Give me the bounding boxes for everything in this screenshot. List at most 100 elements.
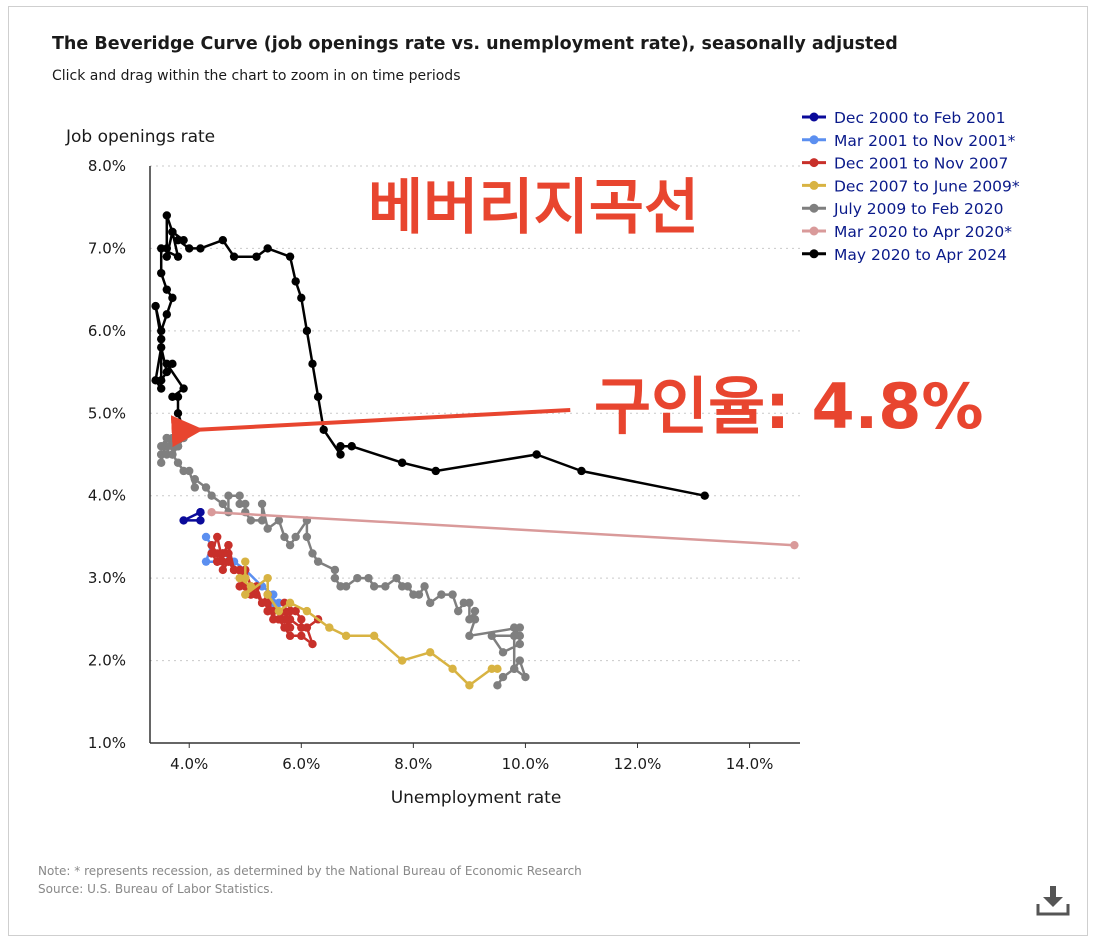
data-point[interactable] [207, 508, 216, 517]
data-point[interactable] [510, 631, 519, 641]
data-point[interactable] [498, 672, 508, 682]
data-point[interactable] [280, 623, 289, 632]
data-point[interactable] [241, 557, 250, 566]
series-group[interactable] [157, 425, 530, 690]
data-point[interactable] [319, 425, 328, 434]
data-point[interactable] [313, 557, 323, 566]
data-point[interactable] [162, 252, 172, 261]
data-point[interactable] [246, 582, 256, 591]
data-point[interactable] [420, 582, 429, 591]
legend-item[interactable]: Mar 2020 to Apr 2020* [802, 223, 1012, 241]
data-point[interactable] [207, 540, 216, 550]
data-point[interactable] [229, 565, 239, 575]
data-point[interactable] [369, 631, 379, 641]
data-point[interactable] [336, 442, 345, 451]
data-point[interactable] [325, 623, 334, 632]
data-point[interactable] [185, 244, 194, 253]
data-point[interactable] [308, 639, 317, 649]
data-point[interactable] [162, 359, 172, 369]
data-point[interactable] [274, 606, 284, 616]
data-point[interactable] [218, 565, 228, 575]
data-point[interactable] [257, 499, 267, 509]
data-point[interactable] [448, 664, 457, 674]
data-point[interactable] [409, 590, 418, 599]
data-point[interactable] [252, 590, 261, 599]
data-point[interactable] [470, 606, 480, 616]
data-point[interactable] [173, 409, 183, 418]
data-point[interactable] [274, 615, 284, 624]
data-point[interactable] [224, 549, 233, 558]
data-point[interactable] [190, 475, 200, 484]
data-point[interactable] [157, 244, 166, 253]
data-point[interactable] [397, 458, 407, 467]
data-point[interactable] [224, 491, 233, 500]
data-point[interactable] [302, 606, 312, 616]
data-point[interactable] [157, 458, 166, 467]
data-point[interactable] [330, 573, 340, 583]
data-point[interactable] [308, 549, 317, 558]
data-point[interactable] [336, 450, 345, 459]
data-point[interactable] [280, 532, 289, 542]
data-point[interactable] [790, 540, 799, 550]
data-point[interactable] [297, 631, 306, 641]
data-point[interactable] [336, 582, 345, 591]
data-point[interactable] [218, 235, 228, 245]
data-point[interactable] [381, 582, 390, 591]
data-point[interactable] [285, 540, 295, 550]
data-point[interactable] [151, 301, 160, 311]
data-point[interactable] [308, 359, 317, 369]
legend-item[interactable]: Dec 2001 to Nov 2007 [802, 155, 1008, 173]
data-point[interactable] [577, 466, 586, 476]
data-point[interactable] [302, 326, 312, 336]
legend-item[interactable]: Dec 2000 to Feb 2001 [802, 109, 1006, 127]
data-point[interactable] [190, 483, 200, 492]
data-point[interactable] [431, 466, 440, 476]
data-point[interactable] [201, 557, 211, 566]
data-point[interactable] [291, 532, 300, 542]
data-point[interactable] [465, 615, 474, 624]
data-point[interactable] [196, 516, 205, 525]
data-point[interactable] [397, 582, 407, 591]
data-point[interactable] [235, 582, 244, 591]
data-point[interactable] [196, 244, 205, 253]
data-point[interactable] [392, 573, 401, 583]
data-point[interactable] [459, 598, 468, 608]
data-point[interactable] [179, 425, 188, 434]
data-point[interactable] [157, 442, 166, 451]
data-point[interactable] [347, 442, 356, 451]
series-group[interactable] [235, 557, 502, 690]
data-point[interactable] [285, 598, 295, 608]
data-point[interactable] [510, 664, 519, 674]
data-point[interactable] [241, 590, 250, 599]
data-point[interactable] [700, 491, 709, 500]
legend-item[interactable]: Mar 2001 to Nov 2001* [802, 132, 1016, 150]
data-point[interactable] [235, 499, 244, 509]
data-point[interactable] [157, 384, 166, 393]
data-point[interactable] [263, 524, 272, 533]
data-point[interactable] [157, 326, 166, 336]
data-point[interactable] [162, 367, 172, 377]
data-point[interactable] [453, 606, 463, 616]
data-point[interactable] [274, 516, 284, 525]
series-layer[interactable] [151, 211, 799, 690]
data-point[interactable] [302, 532, 312, 542]
data-point[interactable] [235, 573, 244, 583]
data-point[interactable] [302, 623, 312, 632]
data-point[interactable] [313, 392, 323, 401]
data-point[interactable] [515, 623, 525, 632]
data-point[interactable] [515, 639, 525, 649]
data-point[interactable] [285, 252, 295, 261]
data-point[interactable] [437, 590, 446, 599]
data-point[interactable] [235, 491, 244, 500]
data-point[interactable] [493, 664, 502, 674]
data-point[interactable] [162, 433, 172, 443]
data-point[interactable] [465, 681, 474, 690]
data-point[interactable] [168, 293, 177, 303]
data-point[interactable] [173, 458, 183, 467]
data-point[interactable] [179, 466, 188, 476]
data-point[interactable] [448, 590, 457, 599]
data-point[interactable] [207, 549, 216, 558]
data-point[interactable] [179, 433, 188, 443]
data-point[interactable] [515, 656, 525, 665]
